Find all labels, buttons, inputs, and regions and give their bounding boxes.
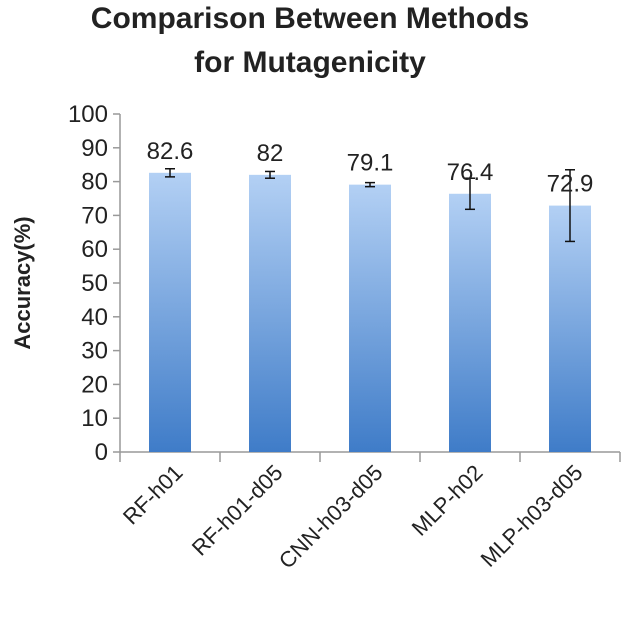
bars xyxy=(149,172,591,452)
bar-mlp-h02 xyxy=(449,193,491,452)
x-tick-label: MLP-h02 xyxy=(407,460,488,541)
error-bar xyxy=(465,177,475,211)
y-tick-label: 0 xyxy=(95,439,108,466)
chart-title: Comparison Between Methods for Mutagenici… xyxy=(91,2,529,79)
chart-title-line: Comparison Between Methods xyxy=(91,2,529,35)
x-tick-label: CNN-h03-d05 xyxy=(274,460,388,574)
y-axis-title: Accuracy(%) xyxy=(10,216,35,349)
error-bar xyxy=(265,170,275,179)
error-bar xyxy=(365,181,375,188)
y-tick-label: 50 xyxy=(81,270,108,297)
data-label: 76.4 xyxy=(447,159,494,186)
bar-rf-h01-d05 xyxy=(249,174,291,452)
y-tick-label: 30 xyxy=(81,338,108,365)
bar-mlp-h03-d05 xyxy=(549,205,591,452)
y-tick-label: 40 xyxy=(81,304,108,331)
y-tick-label: 60 xyxy=(81,236,108,263)
error-bar xyxy=(565,169,575,243)
data-label: 82.6 xyxy=(147,138,194,165)
y-tick-label: 90 xyxy=(81,135,108,162)
data-label: 72.9 xyxy=(547,171,594,198)
x-tick-label: RF-h01-d05 xyxy=(187,460,288,561)
chart-title-line: for Mutagenicity xyxy=(194,46,426,79)
data-label: 82 xyxy=(257,140,284,167)
error-bar xyxy=(165,168,175,178)
y-tick-label: 20 xyxy=(81,371,108,398)
bar-rf-h01 xyxy=(149,172,191,452)
x-tick-label: MLP-h03-d05 xyxy=(476,460,588,572)
y-axis-label: Accuracy(%) xyxy=(10,216,35,349)
x-tick-label: RF-h01 xyxy=(118,460,188,530)
data-label: 79.1 xyxy=(347,150,394,177)
y-tick-label: 100 xyxy=(68,101,108,128)
y-tick-label: 80 xyxy=(81,169,108,196)
y-tick-label: 70 xyxy=(81,202,108,229)
bar-cnn-h03-d05 xyxy=(349,184,391,452)
error-bars xyxy=(165,168,575,243)
data-labels: 82.6 82 79.1 76.4 72.9 xyxy=(147,138,594,198)
y-axis-ticks: 0 10 20 30 40 50 60 70 80 90 100 xyxy=(68,101,120,466)
y-tick-label: 10 xyxy=(81,405,108,432)
